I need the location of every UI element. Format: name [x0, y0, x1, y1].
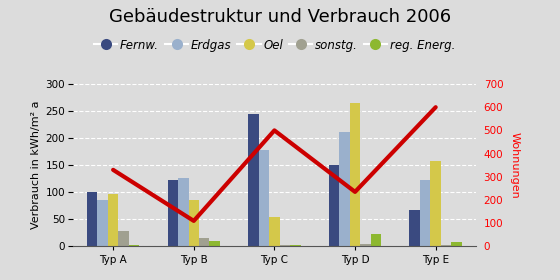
Bar: [350, 103, 360, 246]
Bar: [339, 132, 350, 246]
Bar: [279, 245, 290, 246]
Bar: [290, 245, 301, 246]
Bar: [178, 178, 189, 246]
Bar: [167, 180, 178, 246]
Bar: [248, 114, 259, 246]
Legend: Fernw., Erdgas, Oel, sonstg., reg. Energ.: Fernw., Erdgas, Oel, sonstg., reg. Energ…: [89, 34, 460, 56]
Bar: [269, 217, 279, 246]
Bar: [209, 241, 220, 246]
Bar: [409, 210, 420, 246]
Bar: [87, 192, 97, 246]
Bar: [97, 200, 108, 246]
Bar: [329, 165, 339, 246]
Bar: [189, 200, 199, 246]
Bar: [420, 180, 431, 246]
Bar: [129, 245, 139, 246]
Bar: [118, 231, 129, 246]
Bar: [108, 194, 118, 246]
Bar: [360, 244, 371, 246]
Bar: [431, 161, 441, 246]
Y-axis label: Verbrauch in kWh/m² a: Verbrauch in kWh/m² a: [31, 101, 41, 229]
Bar: [451, 242, 462, 246]
Y-axis label: Wohnungen: Wohnungen: [510, 132, 520, 199]
Text: Gebäudestruktur und Verbrauch 2006: Gebäudestruktur und Verbrauch 2006: [109, 8, 451, 26]
Bar: [199, 238, 209, 246]
Bar: [371, 234, 381, 246]
Bar: [259, 150, 269, 246]
Bar: [441, 245, 451, 246]
